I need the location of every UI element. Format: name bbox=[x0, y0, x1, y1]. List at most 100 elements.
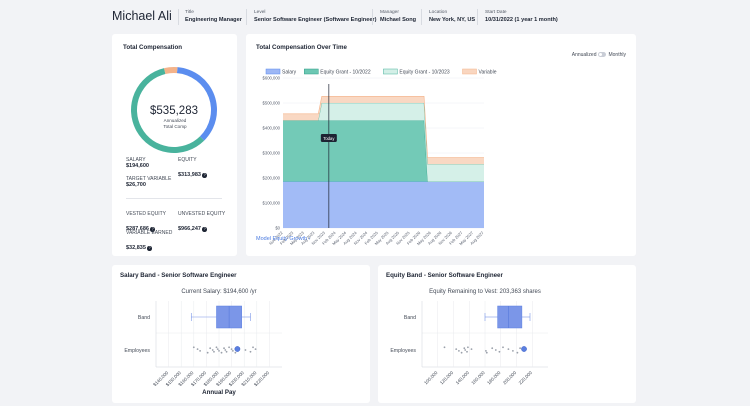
employee-point bbox=[225, 350, 228, 353]
today-badge bbox=[320, 134, 337, 142]
comp-over-time-card: Total Compensation Over Time Annualized M… bbox=[246, 34, 636, 256]
employee-point bbox=[443, 346, 446, 349]
toggle-switch[interactable] bbox=[598, 52, 607, 57]
header-field-manager: Manager Michael Song bbox=[380, 10, 416, 23]
help-icon[interactable]: ? bbox=[202, 227, 207, 232]
salary-label: SALARY bbox=[126, 157, 146, 163]
header-divider bbox=[372, 9, 373, 25]
area-equity-grant-10-2023 bbox=[283, 103, 484, 182]
employee-point bbox=[498, 350, 501, 353]
legend-label: Equity Grant - 10/2022 bbox=[320, 70, 371, 76]
today-label: Today bbox=[323, 136, 335, 141]
header-field-start-date: Start Date 10/31/2022 (1 year 1 month) bbox=[485, 10, 558, 23]
employee-point bbox=[215, 346, 218, 349]
equity-band-chart: Equity Remaining to Vest: 203,363 shares… bbox=[390, 289, 548, 386]
unvested-equity-row: $966,247? bbox=[178, 217, 207, 235]
employee-point bbox=[467, 346, 469, 349]
equity-value: $313,983 bbox=[178, 172, 201, 178]
donut-amount: $535,283 bbox=[150, 105, 198, 117]
employee-point bbox=[494, 349, 497, 351]
field-value: Michael Song bbox=[380, 17, 417, 23]
target-variable-value: $26,700 bbox=[126, 182, 146, 188]
donut-slice-equity bbox=[131, 68, 205, 153]
employee-point bbox=[216, 348, 219, 350]
header-divider bbox=[477, 9, 478, 25]
help-icon[interactable]: ? bbox=[150, 227, 155, 232]
unvested-equity-label: UNVESTED EQUITY bbox=[178, 211, 226, 217]
help-icon[interactable]: ? bbox=[147, 246, 152, 251]
header-field-location: Location New York, NY, US bbox=[429, 10, 475, 23]
x-axis-label: Annual Pay bbox=[202, 389, 236, 396]
annualized-monthly-toggle[interactable]: Annualized Monthly bbox=[572, 52, 626, 58]
donut-slice-variable bbox=[164, 67, 178, 75]
current-employee-point bbox=[234, 346, 241, 352]
salary-value: $194,600 bbox=[126, 163, 149, 169]
equity-label: EQUITY bbox=[178, 157, 197, 163]
employee-point bbox=[218, 350, 220, 352]
legend-swatch bbox=[304, 68, 319, 75]
field-label: Start Date bbox=[485, 10, 507, 15]
employee-point bbox=[211, 349, 214, 351]
field-label: Level bbox=[254, 10, 266, 15]
target-variable-label: TARGET VARIABLE bbox=[126, 176, 172, 182]
row-label-employees: Employees bbox=[390, 348, 416, 354]
y-tick-label: $600,000 bbox=[263, 76, 281, 81]
vested-equity-value: $287,686 bbox=[126, 226, 149, 232]
x-tick-label: 160,000 bbox=[470, 370, 486, 386]
employee-point bbox=[228, 346, 230, 349]
field-value: Engineering Manager bbox=[185, 17, 242, 23]
area-salary bbox=[283, 181, 484, 228]
equity-value-row: $313,983? bbox=[178, 163, 207, 181]
employee-point bbox=[464, 349, 467, 351]
legend-swatch bbox=[265, 68, 281, 75]
x-tick-label: 140,000 bbox=[455, 370, 471, 386]
total-comp-donut: $535,283 bbox=[131, 67, 217, 153]
legend-label: Salary bbox=[282, 70, 297, 76]
legend-swatch bbox=[383, 68, 398, 75]
row-label-employees: Employees bbox=[124, 348, 150, 354]
current-employee-point bbox=[521, 346, 527, 352]
legend-label: Variable bbox=[479, 70, 497, 76]
row-label-band: Band bbox=[404, 315, 416, 321]
y-tick-label: $200,000 bbox=[263, 176, 281, 181]
card-title: Salary Band - Senior Software Engineer bbox=[120, 272, 237, 279]
employee-point bbox=[254, 348, 257, 350]
employee-point bbox=[502, 346, 504, 349]
employee-point bbox=[231, 350, 234, 352]
toggle-right-label: Monthly bbox=[608, 52, 626, 58]
band-box bbox=[497, 305, 523, 329]
employee-point bbox=[234, 351, 237, 354]
vested-equity-label: VESTED EQUITY bbox=[126, 211, 167, 217]
employee-point bbox=[244, 349, 247, 351]
chevron-right-icon: › bbox=[308, 236, 311, 242]
employee-point bbox=[455, 348, 458, 350]
y-tick-label: $300,000 bbox=[263, 151, 281, 156]
x-tick-label: 100,000 bbox=[423, 370, 439, 386]
field-label: Title bbox=[185, 10, 194, 15]
employee-point bbox=[220, 351, 223, 354]
employee-point bbox=[491, 347, 494, 350]
y-tick-label: $400,000 bbox=[263, 126, 281, 131]
employee-point bbox=[458, 350, 460, 352]
employee-point bbox=[249, 350, 252, 353]
employee-point bbox=[209, 347, 212, 350]
band-subtitle: Equity Remaining to Vest: 203,363 shares bbox=[429, 289, 541, 295]
divider bbox=[126, 198, 222, 199]
x-tick-label: 220,000 bbox=[518, 370, 534, 386]
x-tick-label: 200,000 bbox=[502, 370, 518, 386]
employee-point bbox=[206, 351, 209, 354]
series-line bbox=[283, 96, 484, 158]
y-tick-label: $0 bbox=[275, 226, 280, 231]
employee-point bbox=[466, 350, 468, 353]
salary-band-chart: Current Salary: $194,600 /yr$140,000$150… bbox=[124, 289, 282, 396]
vested-equity-row: $287,686? bbox=[126, 217, 155, 235]
header-field-title: Title Engineering Manager bbox=[185, 10, 242, 23]
y-tick-label: $500,000 bbox=[263, 101, 281, 106]
donut-slice-salary bbox=[176, 67, 217, 141]
help-icon[interactable]: ? bbox=[202, 173, 207, 178]
unvested-equity-value: $966,247 bbox=[178, 226, 201, 232]
total-compensation-card: Total Compensation $535,283 Annualized T… bbox=[112, 34, 237, 256]
model-equity-growth-link[interactable]: Model Equity Growth › bbox=[256, 236, 310, 242]
field-value: 10/31/2022 (1 year 1 month) bbox=[485, 17, 558, 23]
employee-point bbox=[507, 348, 510, 350]
